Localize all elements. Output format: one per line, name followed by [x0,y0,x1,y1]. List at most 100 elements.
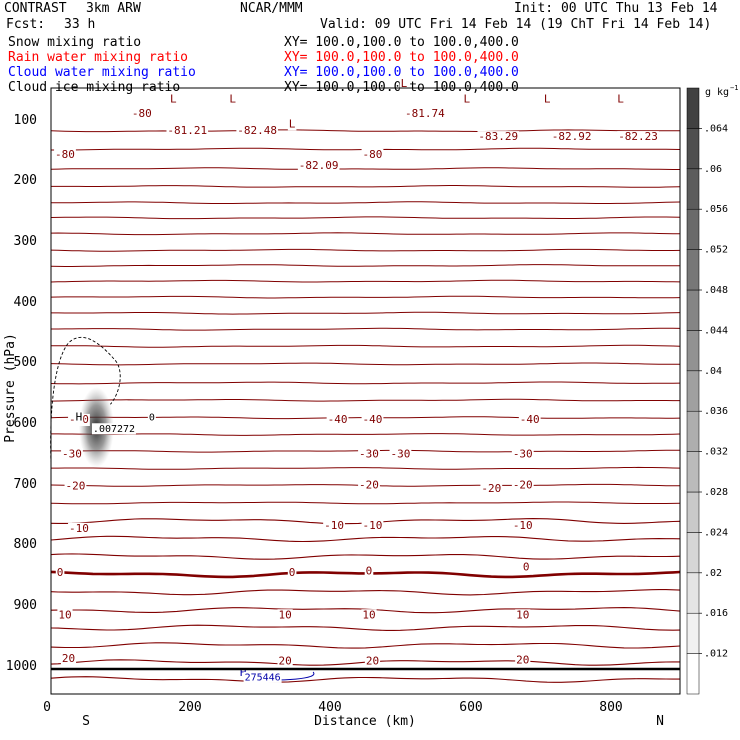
contour-label: -40 [328,413,348,426]
contour-line-upper [51,466,681,470]
contour-label-bg [515,609,531,622]
contour-label: 10 [362,608,375,621]
header-fcst-label: Fcst: [6,17,46,32]
colorbar-swatch [686,87,700,129]
contour-label: 20 [366,655,379,668]
colorbar-tick-label: .028 [704,487,728,498]
contour-label-bg [277,609,293,622]
contour-label-bg [166,124,209,137]
colorbar-tick-label: .02 [704,568,722,579]
field-label-snow: Snow mixing ratio [8,35,142,50]
low-marker-bg [399,77,409,91]
contour-label-bg [358,448,380,461]
x-tick-label: 600 [459,700,482,715]
contour-label: 10 [516,608,529,621]
contour-label-bg [518,413,541,427]
colorbar-tick-label: .048 [704,285,728,296]
contour-label-bg [130,108,153,121]
contour-line-upper [51,327,681,331]
low-marker: L [544,93,551,106]
contour-label-bg [404,108,446,121]
contour-label: 20 [62,652,75,665]
colorbar-swatch [686,612,700,654]
contour-label-bg [287,567,297,580]
contour-label: -30 [513,447,533,460]
colorbar-swatch [686,572,700,614]
contour-label-bg [60,652,77,665]
contour-label-bg [358,479,380,492]
x-tick-label: 0 [43,700,51,715]
contour-line-upper [51,185,681,188]
contour-label-bg [361,413,384,427]
contour-label: 0 [57,566,64,579]
contour-label: -82.48 [237,124,277,137]
colorbar-tick-label: .064 [704,123,728,134]
contour-label: -40 [520,413,540,426]
contour-label-bg [389,448,412,461]
contour-label-bg [480,483,503,496]
contour-label: -82.09 [299,159,339,172]
colorbar-unit-label: g kg [705,87,729,98]
direction-south-label: S [82,714,90,729]
colorbar-tick-label: .016 [704,608,728,619]
value-annotation-bg [91,423,136,435]
contour-label: -83.29 [478,130,518,143]
contour-line-upper [50,264,681,267]
low-marker: L [464,93,471,106]
low-marker: L [289,117,296,130]
contour-line-upper [50,248,681,252]
contour-label: -10 [69,522,89,535]
value-annotation-bg [243,671,282,683]
colorbar-tick-label: .024 [704,527,728,538]
x-tick-label: 200 [178,700,201,715]
direction-north-label: N [656,714,664,729]
colorbar-tick-label: .04 [704,366,722,377]
colorbar: .012 .016 .02 .024 .028 .032 .036 .04 .044 .048 .0… [686,87,728,695]
contour-label: 20 [279,655,292,668]
high-marker: H [76,411,83,424]
value-annotation-bg [147,412,156,424]
contour-label-bg [323,520,345,533]
colorbar-tick-label: .044 [704,325,728,336]
contour-label-bg [64,480,87,493]
colorbar-swatch [686,653,700,695]
contour-line-lower [50,624,681,631]
contour-label: 20 [516,654,529,667]
x-axis-title: Distance (km) [314,714,416,729]
header-valid: Valid: 09 UTC Fri 14 Feb 14 (19 ChT Fri … [320,17,712,32]
contour-label: -10 [363,519,383,532]
colorbar-swatch [686,128,700,170]
contour-label: 10 [58,608,71,621]
low-marker-bg [542,93,552,106]
contour-label-bg [364,565,374,578]
colorbar-swatch [686,330,700,372]
contour-label-bg [364,655,381,668]
contour-label-bg [55,567,65,580]
contour-line-upper [50,295,681,299]
low-marker-bg [228,93,238,106]
y-tick-label: 300 [14,234,37,249]
contour-line-upper [51,311,681,315]
x-tick-label: 400 [318,700,341,715]
colorbar-tick-label: .06 [704,164,722,175]
contour-label-bg [477,131,520,144]
contour-label: -20 [359,478,379,491]
colorbar-swatch [686,370,700,412]
high-marker-bg [74,411,84,424]
contour-line-lower [50,589,681,596]
colorbar-tick-label: .056 [704,204,728,215]
contour-line-lower [50,553,681,560]
y-tick-label: 700 [14,477,37,492]
value-annotation: 0 [149,413,155,424]
y-tick-label: 800 [14,537,37,552]
contour-label: 0 [366,564,373,577]
contour-label: -81.21 [167,124,207,137]
colorbar-swatch [686,208,700,250]
contour-label-bg [236,124,278,137]
contour-line-upper [50,216,681,220]
field-label-rain: Rain water mixing ratio [8,50,189,65]
colorbar-tick-label: .032 [704,447,728,458]
colorbar-swatch [686,491,700,533]
contour-label: -80 [55,148,75,161]
